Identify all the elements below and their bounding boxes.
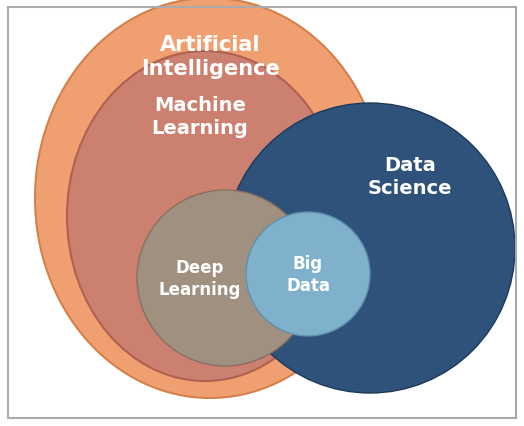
Text: Artificial
Intelligence: Artificial Intelligence [140, 35, 279, 79]
Text: Machine
Learning: Machine Learning [151, 95, 248, 138]
Text: Deep
Learning: Deep Learning [159, 258, 241, 298]
Circle shape [225, 104, 515, 393]
Ellipse shape [67, 52, 343, 381]
Text: Big
Data: Big Data [286, 254, 330, 294]
Text: Data
Science: Data Science [368, 155, 452, 198]
Circle shape [246, 213, 370, 336]
Ellipse shape [35, 0, 385, 398]
Circle shape [137, 190, 313, 366]
